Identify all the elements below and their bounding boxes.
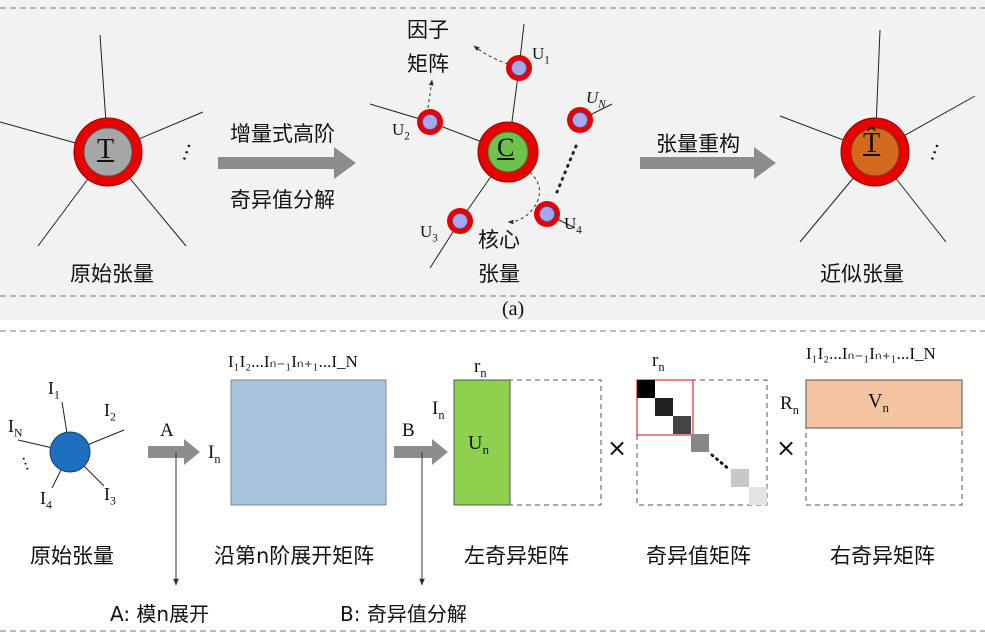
original-tensor-label: 原始张量: [70, 262, 154, 286]
right-matrix-frame: [805, 379, 963, 506]
sv-matrix-rank-box: [636, 379, 694, 436]
right-top-label: I₁I₂...Iₙ₋₁Iₙ₊₁...I_N: [806, 344, 936, 363]
core-label-line1: 核心: [478, 228, 520, 252]
dotted-factors: [555, 144, 578, 194]
core-c-symbol: C: [497, 133, 515, 162]
times-2: ×: [776, 434, 797, 462]
factor-node-u2: [417, 109, 443, 135]
rn-label-left: rn: [474, 356, 487, 380]
sv-block-4: [691, 434, 709, 452]
small-tensor-node: [17, 401, 125, 489]
step1-label-line2: 奇异值分解: [230, 188, 335, 212]
step1-label-line1: 增量式高阶: [230, 122, 335, 146]
sv-block-3: [673, 416, 691, 434]
left-matrix-label: 左奇异矩阵: [464, 544, 569, 568]
core-label-line2: 张量: [478, 262, 520, 286]
original-tensor-label-b: 原始张量: [30, 544, 114, 568]
node-label-in: IN: [8, 416, 23, 440]
pointer-u2-factor: [427, 79, 434, 109]
arrow-a: [148, 439, 200, 465]
in-label-left: In: [432, 398, 445, 422]
unfold-top-label: I₁I₂...Iₙ₋₁Iₙ₊₁...I_N: [228, 352, 358, 371]
factor-label-line1: 因子: [407, 18, 449, 42]
rn-capital-label: Rn: [780, 393, 799, 417]
approx-tensor-label: 近似张量: [820, 262, 904, 286]
factor-u4-label: U4: [564, 214, 582, 237]
right-matrix-label: 右奇异矩阵: [830, 544, 935, 568]
legend-a: A: 模n展开: [110, 602, 210, 626]
node-label-i3: I3: [104, 484, 116, 508]
factor-node-u1: [506, 55, 532, 81]
times-1: ×: [607, 434, 628, 462]
node-label-i1: I1: [48, 378, 60, 402]
factor-node-un: [567, 107, 593, 133]
arrow-a-label: A: [160, 420, 174, 441]
sv-block-1: [637, 380, 655, 398]
caption-a: (a): [502, 298, 525, 320]
sv-block-2: [655, 398, 673, 416]
factor-node-u3: [447, 208, 473, 234]
arrow-b: [394, 439, 448, 465]
legend-b: B: 奇异值分解: [340, 602, 467, 626]
factor-un-label: UN: [586, 88, 606, 111]
arrow-hosvd: [218, 147, 356, 179]
sv-block-5: [731, 469, 749, 487]
in-label-unfold: In: [208, 442, 221, 466]
right-matrix-vn: [805, 379, 963, 429]
left-matrix-un: [453, 379, 511, 506]
sv-matrix-label: 奇异值矩阵: [646, 544, 751, 568]
sv-block-6: [749, 487, 767, 505]
tensor-that-symbol: T̂: [863, 128, 881, 159]
unfolded-matrix: [230, 379, 387, 506]
node-label-i2: I2: [104, 400, 116, 424]
unfold-label: 沿第n阶展开矩阵: [214, 544, 375, 568]
factor-u1-label: U1: [532, 44, 550, 67]
sv-dots: [710, 453, 732, 472]
tensor-t-symbol: T: [97, 134, 115, 165]
rn-label-sv: rn: [652, 350, 665, 374]
pointer-u1-factor: [473, 45, 509, 65]
approx-tensor-node: [779, 29, 976, 243]
un-label: Un: [468, 432, 489, 457]
arrow-reconstruct: [640, 147, 776, 179]
node-label-i4: I4: [40, 488, 52, 512]
factor-u2-label: U2: [392, 120, 410, 143]
sv-matrix-frame: [636, 379, 768, 506]
arrow-b-label: B: [402, 420, 415, 441]
factor-node-u4: [534, 201, 560, 227]
vn-label: Vn: [868, 390, 889, 415]
factor-label-line2: 矩阵: [407, 52, 449, 76]
pointer-core: [507, 171, 540, 225]
original-tensor-node: [0, 34, 204, 247]
step2-label: 张量重构: [656, 132, 740, 156]
factor-u3-label: U3: [420, 222, 438, 245]
